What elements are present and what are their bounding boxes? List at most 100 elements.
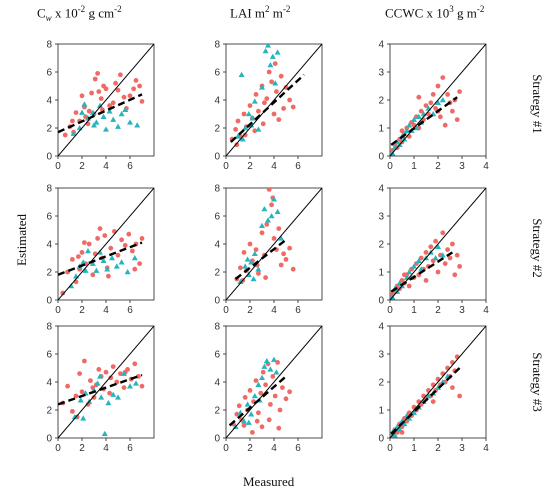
y-tick-label: 0 — [214, 152, 220, 163]
data-point-circle — [450, 360, 455, 365]
data-point-triangle — [109, 255, 115, 261]
data-point-triangle — [391, 432, 398, 438]
data-point-circle — [281, 106, 286, 111]
data-point-circle — [121, 385, 127, 390]
panel-plot-area — [226, 188, 322, 300]
identity-line — [226, 326, 322, 438]
data-point-circle — [428, 100, 434, 106]
data-point-circle — [423, 250, 429, 255]
data-point-circle — [115, 87, 121, 93]
data-point-circle — [438, 114, 443, 120]
data-point-circle — [70, 118, 75, 124]
data-point-triangle — [411, 116, 417, 122]
data-point-triangle — [71, 414, 78, 420]
data-point-circle — [250, 430, 255, 435]
identity-line — [58, 326, 154, 438]
data-point-circle — [92, 76, 98, 82]
data-point-circle — [450, 241, 455, 247]
data-point-triangle — [259, 84, 265, 90]
panel-plot-area — [58, 326, 154, 438]
data-point-circle — [241, 250, 247, 255]
data-point-circle — [260, 369, 266, 375]
data-point-circle — [269, 202, 274, 208]
data-point-circle — [290, 266, 296, 272]
data-point-triangle — [251, 393, 258, 399]
data-point-circle — [130, 248, 135, 254]
data-point-circle — [266, 417, 272, 423]
data-point-triangle — [93, 267, 100, 273]
data-point-circle — [113, 80, 118, 86]
data-point-circle — [137, 83, 143, 89]
data-point-circle — [247, 241, 253, 247]
data-point-circle — [430, 92, 436, 97]
data-point-triangle — [242, 263, 249, 269]
data-point-triangle — [259, 222, 265, 229]
data-point-circle — [287, 245, 292, 251]
regression-fit-line — [390, 367, 461, 435]
x-tick-label: 6 — [295, 443, 301, 454]
data-point-triangle — [134, 122, 141, 128]
x-tick-label: 2 — [435, 305, 441, 316]
y-tick-label: 2 — [46, 124, 52, 135]
data-point-circle — [108, 375, 114, 381]
data-point-circle — [272, 61, 278, 66]
x-tick-label: 3 — [459, 161, 465, 172]
data-point-circle — [435, 269, 441, 275]
x-tick-label: 4 — [271, 305, 277, 316]
x-tick-label: 6 — [127, 305, 133, 316]
y-tick-label: 6 — [214, 68, 220, 79]
data-point-circle — [76, 254, 81, 259]
data-point-circle — [454, 252, 460, 258]
y-tick-label: 2 — [378, 378, 384, 389]
y-tick-label: 8 — [214, 184, 220, 195]
data-point-circle — [271, 236, 277, 241]
y-tick-label: 0 — [378, 296, 384, 307]
x-tick-label: 0 — [223, 443, 229, 454]
data-point-triangle — [255, 381, 262, 388]
y-tick-label: 8 — [46, 40, 52, 51]
identity-line — [390, 188, 486, 300]
data-point-triangle — [101, 430, 108, 437]
data-point-triangle — [93, 119, 100, 125]
data-point-circle — [137, 261, 143, 266]
regression-fit-line — [58, 93, 143, 134]
x-tick-label: 1 — [411, 305, 417, 316]
data-point-triangle — [251, 250, 258, 257]
data-point-circle — [236, 403, 242, 409]
data-point-triangle — [251, 98, 258, 104]
data-point-circle — [430, 399, 436, 404]
y-tick-label: 6 — [214, 350, 220, 361]
data-point-circle — [268, 402, 273, 407]
data-point-triangle — [271, 356, 277, 362]
data-point-circle — [73, 393, 79, 399]
data-point-circle — [96, 89, 102, 94]
data-point-circle — [266, 188, 272, 192]
data-point-circle — [60, 290, 66, 296]
data-point-circle — [281, 251, 286, 257]
regression-fit-line — [228, 375, 287, 427]
data-point-triangle — [248, 259, 255, 265]
data-point-triangle — [238, 71, 245, 78]
data-point-circle — [435, 376, 441, 382]
y-tick-label: 1 — [378, 124, 384, 135]
data-point-circle — [62, 132, 68, 138]
data-point-triangle — [77, 397, 84, 403]
y-tick-label: 6 — [214, 212, 220, 223]
y-tick-label: 3 — [378, 212, 384, 223]
data-point-triangle — [261, 363, 268, 369]
x-tick-label: 2 — [435, 161, 441, 172]
data-point-triangle — [396, 426, 403, 432]
y-tick-label: 4 — [378, 184, 384, 195]
regression-fit-line — [229, 73, 305, 143]
data-point-circle — [276, 117, 282, 122]
data-point-circle — [86, 241, 92, 247]
data-point-triangle — [249, 115, 256, 121]
panel-plot-area — [58, 44, 154, 156]
data-point-triangle — [82, 267, 89, 273]
y-tick-label: 2 — [214, 268, 220, 279]
data-point-circle — [423, 103, 429, 108]
y-tick-label: 0 — [378, 152, 384, 163]
data-point-triangle — [110, 391, 117, 397]
data-point-triangle — [121, 370, 127, 376]
y-tick-label: 4 — [378, 40, 384, 51]
